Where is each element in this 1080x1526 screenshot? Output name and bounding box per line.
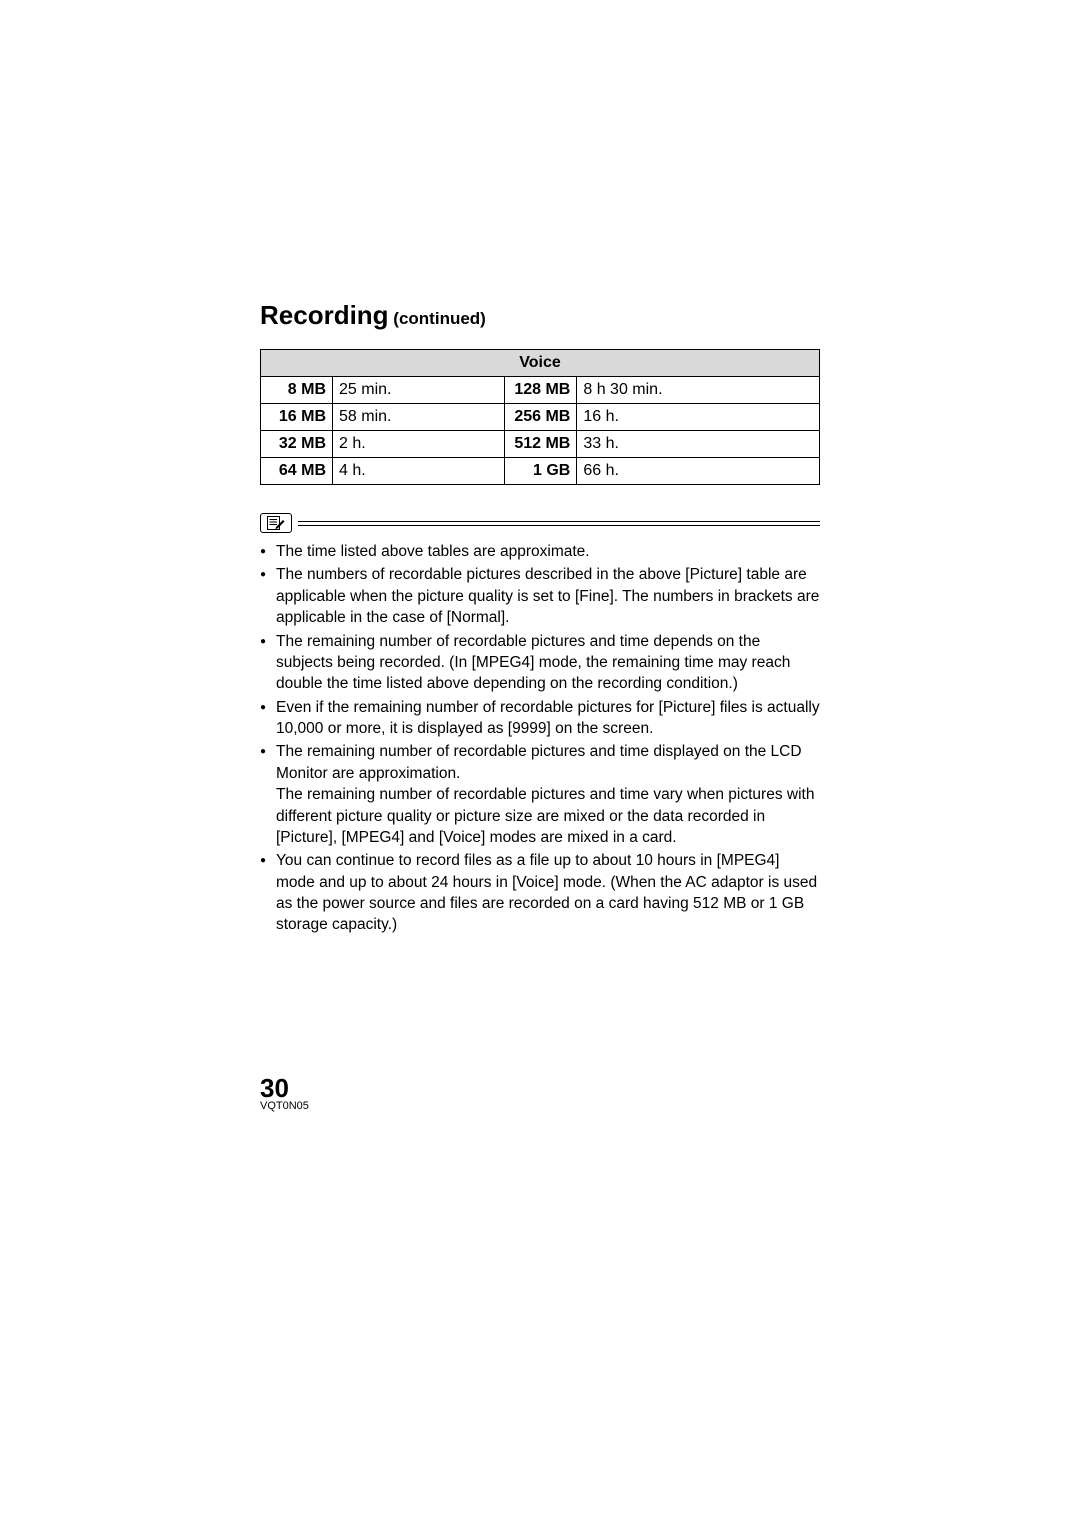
value-cell: 4 h. <box>333 458 505 485</box>
table-row: 64 MB 4 h. 1 GB 66 h. <box>261 458 820 485</box>
voice-table-header: Voice <box>261 350 820 377</box>
note-item: The numbers of recordable pictures descr… <box>260 564 820 628</box>
value-cell: 16 h. <box>577 404 820 431</box>
page-number: 30 <box>260 1075 309 1101</box>
heading-sub: (continued) <box>389 309 486 328</box>
value-cell: 2 h. <box>333 431 505 458</box>
size-cell: 1 GB <box>505 458 577 485</box>
note-item: The remaining number of recordable pictu… <box>260 631 820 695</box>
size-cell: 512 MB <box>505 431 577 458</box>
size-cell: 16 MB <box>261 404 333 431</box>
value-cell: 66 h. <box>577 458 820 485</box>
value-cell: 58 min. <box>333 404 505 431</box>
table-row: 32 MB 2 h. 512 MB 33 h. <box>261 431 820 458</box>
note-icon <box>260 513 292 533</box>
size-cell: 256 MB <box>505 404 577 431</box>
note-item: Even if the remaining number of recordab… <box>260 697 820 740</box>
note-item: You can continue to record files as a fi… <box>260 850 820 936</box>
note-item: The remaining number of recordable pictu… <box>260 741 820 848</box>
table-row: 16 MB 58 min. 256 MB 16 h. <box>261 404 820 431</box>
note-divider-lines <box>298 521 820 526</box>
value-cell: 25 min. <box>333 377 505 404</box>
section-heading: Recording (continued) <box>260 300 820 331</box>
note-item: The time listed above tables are approxi… <box>260 541 820 562</box>
notes-list: The time listed above tables are approxi… <box>260 541 820 936</box>
heading-main: Recording <box>260 300 389 330</box>
note-divider <box>260 513 820 533</box>
value-cell: 33 h. <box>577 431 820 458</box>
document-code: VQT0N05 <box>260 1101 309 1112</box>
table-row: 8 MB 25 min. 128 MB 8 h 30 min. <box>261 377 820 404</box>
size-cell: 8 MB <box>261 377 333 404</box>
size-cell: 32 MB <box>261 431 333 458</box>
value-cell: 8 h 30 min. <box>577 377 820 404</box>
size-cell: 128 MB <box>505 377 577 404</box>
voice-table: Voice 8 MB 25 min. 128 MB 8 h 30 min. 16… <box>260 349 820 485</box>
page-footer: 30 VQT0N05 <box>260 1075 309 1112</box>
size-cell: 64 MB <box>261 458 333 485</box>
